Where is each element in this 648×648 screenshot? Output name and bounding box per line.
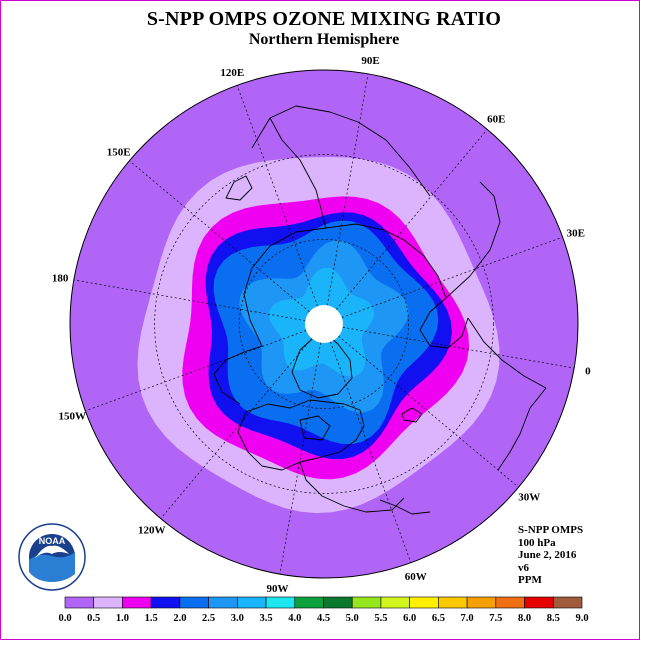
longitude-label: 90E [361, 55, 379, 67]
longitude-label: 60W [405, 571, 427, 583]
longitude-label: 150W [58, 411, 86, 423]
africa-coast [497, 387, 547, 471]
scale-tick-label: 3.0 [231, 613, 244, 624]
scale-swatch [409, 596, 439, 609]
scale-tick-label: 7.5 [489, 613, 502, 624]
scale-tick-label: 4.5 [317, 613, 330, 624]
scale-tick-label: 0.0 [58, 613, 71, 624]
longitude-label: 60E [487, 114, 505, 126]
scale-tick-label: 2.5 [202, 613, 215, 624]
scale-tick-label: 1.0 [116, 613, 129, 624]
meridian-line [160, 338, 313, 519]
longitude-label: 180 [52, 273, 69, 285]
greenland-coast [291, 329, 353, 399]
meridian-line [85, 330, 307, 412]
japan-coast [225, 175, 253, 201]
scale-swatch [93, 596, 123, 609]
noaa-logo: NOAA [18, 523, 86, 591]
logo-text: NOAA [39, 536, 66, 546]
scale-swatch [323, 596, 353, 609]
longitude-label: 30E [567, 227, 585, 239]
meridian-line [326, 73, 369, 306]
scale-tick-label: 6.5 [432, 613, 445, 624]
eurasia-arctic-coast [325, 223, 447, 299]
longitude-label: 150E [107, 147, 131, 159]
longitude-label: 120W [138, 524, 166, 536]
meridian-line [129, 160, 310, 313]
meridian-line [330, 341, 412, 563]
alaska-coast [213, 345, 263, 405]
scale-tick-label: 9.0 [575, 613, 588, 624]
scale-swatch [438, 596, 468, 609]
longitude-label: 30W [518, 491, 540, 503]
instrument-text: S-NPP OMPS [518, 524, 584, 536]
scale-tick-label: 5.0 [346, 613, 359, 624]
version-text: v6 [518, 561, 529, 574]
scale-tick-label: 8.0 [518, 613, 531, 624]
meridian-line [338, 335, 519, 488]
north-america-coast [237, 399, 365, 471]
scale-tick-label: 4.0 [288, 613, 301, 624]
date-text: June 2, 2016 [518, 549, 577, 562]
scale-swatch [524, 596, 554, 609]
scale-swatch [466, 596, 497, 609]
scale-swatch [380, 596, 410, 609]
china-coast [251, 105, 431, 197]
map-border [69, 69, 579, 579]
scale-swatch [64, 596, 95, 609]
latitude-circle [154, 154, 494, 494]
meridian-line [236, 85, 318, 307]
longitude-label: 90W [267, 583, 289, 595]
scale-swatch [150, 596, 181, 609]
scale-tick-label: 7.0 [461, 613, 474, 624]
color-scale: 0.0 0.5 1.0 1.5 2.0 2.5 3.0 3.5 4.0 4.5 5.0 5.5 6.0 6… [58, 596, 589, 624]
latitude-circle [239, 239, 409, 409]
map-subtitle: Northern Hemisphere [248, 31, 400, 48]
units-text: PPM [518, 574, 542, 587]
level-text: 100 hPa [518, 536, 556, 549]
scale-tick-label: 6.0 [403, 613, 416, 624]
scale-swatch [294, 596, 324, 609]
figure-frame [0, 0, 640, 640]
meridian-line [342, 326, 575, 369]
meridian-line [73, 279, 306, 322]
meridian-line [279, 342, 322, 575]
meridian-line [341, 236, 563, 318]
scale-tick-label: 8.5 [547, 613, 560, 624]
longitude-label: 120E [220, 67, 244, 79]
info-block: S-NPP OMPS 100 hPa June 2, 2016 v6 PPM [518, 524, 583, 587]
iceland-coast [401, 407, 423, 423]
scale-tick-label: 5.5 [374, 613, 387, 624]
scale-swatch [122, 596, 152, 609]
longitude-label: 0 [585, 366, 591, 378]
caribbean-coast [379, 499, 431, 515]
map-title: S-NPP OMPS OZONE MIXING RATIO [146, 8, 502, 30]
scale-swatch [552, 596, 583, 609]
asia-coast-east [445, 181, 501, 299]
scale-tick-label: 2.0 [173, 613, 186, 624]
pole-no-data [305, 305, 343, 343]
east-asia-coast [269, 117, 327, 229]
scale-swatch [265, 596, 296, 609]
scale-swatch [208, 596, 238, 609]
scale-tick-label: 3.5 [259, 613, 272, 624]
scale-swatch [237, 596, 267, 609]
scandinavia-coast [419, 297, 469, 349]
scale-swatch [495, 596, 525, 609]
europe-coast [467, 317, 547, 389]
hudson-bay-coast [299, 415, 331, 441]
meridian-line [335, 129, 488, 310]
central-america-coast [299, 461, 405, 513]
siberia-coast [243, 227, 327, 347]
scale-swatch [179, 596, 209, 609]
scale-tick-label: 1.5 [145, 613, 158, 624]
scale-tick-label: 0.5 [87, 613, 100, 624]
scale-swatch [351, 596, 382, 609]
